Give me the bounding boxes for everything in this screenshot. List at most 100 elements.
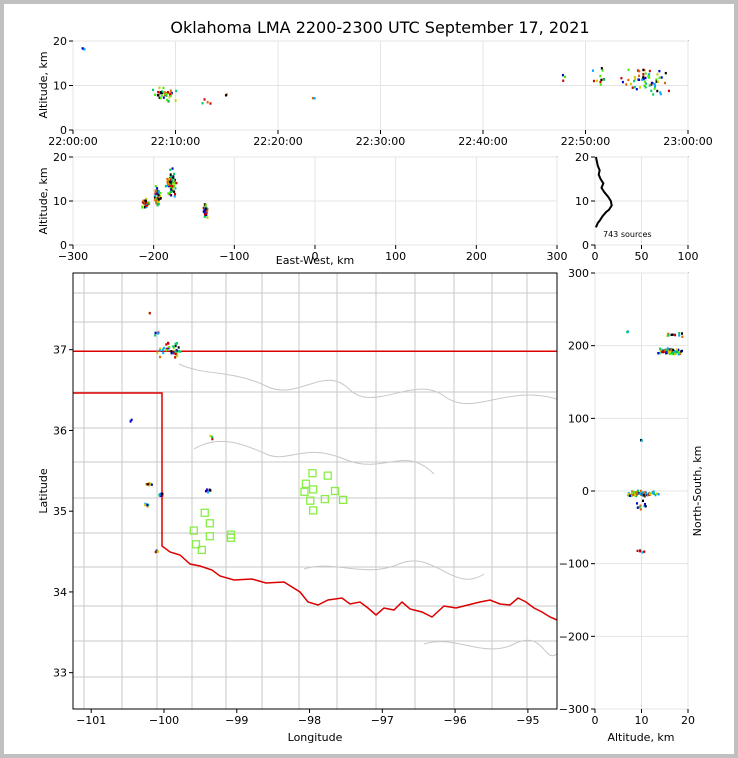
plan-view-point [144, 502, 147, 506]
time-height-point [169, 92, 172, 95]
histogram-source-count: 743 sources [603, 230, 652, 239]
plan-view-point [145, 482, 148, 486]
ew-altitude-point [156, 202, 159, 205]
ew-altitude-point [156, 204, 159, 207]
plan-view-xlabel: Longitude [288, 731, 343, 744]
ew-altitude-point [156, 188, 159, 192]
plan-view-point [170, 350, 173, 353]
time-height-xtick-label: 22:50:00 [561, 135, 610, 148]
altitude-ns-point [670, 333, 673, 336]
plan-view-point [165, 349, 168, 352]
plan-view-ticks: −101 −100 −99 −98 −97 −96 −95 33 34 35 36 37 [53, 344, 539, 727]
altitude-ns-point [672, 348, 675, 352]
altitude-ns-point [662, 349, 665, 353]
plan-view-point [175, 349, 178, 352]
ew-altitude-point [204, 204, 207, 207]
time-height-point [664, 81, 667, 85]
plan-view-point [177, 346, 180, 349]
ew-altitude-point [153, 196, 156, 199]
time-height-point [163, 91, 166, 94]
plan-view-background [73, 273, 557, 709]
altitude-ns-ytick-label: 100 [568, 412, 589, 425]
ew-altitude-point [155, 199, 158, 202]
altitude-ns-point [643, 491, 646, 495]
plan-view-point [146, 483, 149, 486]
plan-view-point [162, 346, 165, 350]
ew-altitude-point [175, 181, 178, 185]
time-height-point [592, 69, 595, 72]
time-height-point [167, 99, 170, 103]
plan-view-point [150, 483, 153, 486]
ew-altitude-point [174, 193, 177, 196]
ew-altitude-point [169, 175, 172, 178]
time-height-point [174, 99, 177, 102]
plan-view-point [162, 351, 165, 355]
ew-altitude-point [154, 189, 157, 192]
figure-title: Oklahoma LMA 2200-2300 UTC September 17,… [170, 18, 589, 37]
histogram-line [594, 156, 613, 228]
time-height-point [660, 76, 663, 79]
altitude-ns-xtick-label: 10 [635, 714, 649, 727]
plan-view-point [146, 503, 149, 506]
plan-view-point [130, 418, 133, 422]
altitude-ns-point [652, 492, 655, 495]
ew-altitude-point [204, 207, 207, 210]
time-height-point [151, 88, 154, 92]
time-height-point [166, 98, 169, 102]
histogram-ticks: 0 50 100 0 10 20 [575, 151, 699, 263]
altitude-histogram-panel: 0 50 100 0 10 20 743 sources [575, 151, 699, 263]
plan-view-point [159, 355, 162, 359]
ew-altitude-point [205, 207, 208, 210]
altitude-ns-point [644, 491, 647, 495]
ew-altitude-point [203, 213, 206, 216]
time-height-point [648, 69, 651, 73]
ew-altitude-ytick-label: 10 [53, 195, 67, 208]
ew-altitude-point [170, 188, 173, 191]
altitude-ns-point [658, 351, 661, 355]
plan-view-point [179, 350, 182, 353]
time-height-point [642, 72, 645, 76]
altitude-ns-ytick-label: −300 [559, 703, 589, 716]
figure-svg: Oklahoma LMA 2200-2300 UTC September 17,… [37, 18, 713, 744]
time-height-point [642, 76, 645, 79]
ew-altitude-points [141, 167, 209, 219]
plan-view-point [209, 489, 212, 492]
plan-view-point [176, 354, 179, 358]
ew-altitude-point [157, 190, 160, 193]
lma-station-marker [191, 540, 201, 549]
ew-altitude-point [166, 180, 169, 184]
ew-altitude-point [157, 202, 160, 206]
ew-altitude-point [205, 213, 208, 217]
time-height-point [564, 75, 567, 79]
lma-station-marker [205, 532, 214, 541]
ew-altitude-point [167, 182, 170, 185]
altitude-ns-point [670, 351, 673, 355]
ew-altitude-point [173, 182, 176, 185]
ew-altitude-point [173, 184, 176, 188]
time-height-point [639, 86, 642, 89]
ew-altitude-point [156, 196, 159, 200]
oklahoma-state-border [73, 350, 557, 621]
altitude-ns-point [680, 350, 683, 353]
altitude-ns-point [676, 348, 679, 351]
time-height-point [655, 78, 658, 81]
ew-altitude-point [173, 190, 176, 193]
plan-view-xtick-label: −99 [225, 714, 248, 727]
plan-view-point [158, 349, 161, 352]
time-height-point [169, 89, 172, 92]
ew-altitude-point [144, 199, 147, 203]
time-height-point [627, 78, 630, 82]
time-height-point [658, 76, 661, 79]
time-height-point [634, 78, 637, 81]
time-height-point [637, 78, 640, 81]
time-height-point [656, 73, 659, 76]
altitude-ns-point [674, 333, 677, 337]
time-height-point [656, 80, 659, 84]
ew-altitude-point [206, 216, 209, 219]
time-height-point [600, 67, 603, 70]
altitude-ns-point [626, 330, 629, 334]
lma-stations [189, 469, 348, 555]
plan-view-point [154, 331, 157, 335]
altitude-ns-ytick-label: 200 [568, 340, 589, 353]
time-height-point [627, 68, 630, 72]
